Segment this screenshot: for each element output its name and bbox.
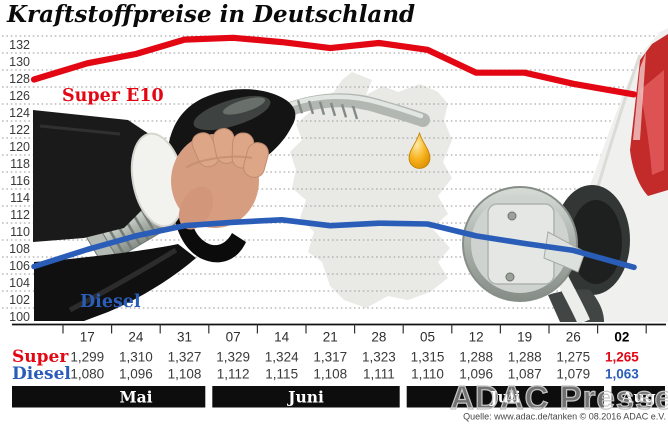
table-value-diesel: 1,096 — [459, 367, 493, 382]
table-value-super: 1,317 — [313, 350, 347, 365]
table-value-super: 1,299 — [70, 350, 104, 365]
table-row-label-super: Super — [12, 347, 69, 367]
table-value-diesel: 1,080 — [70, 367, 104, 382]
x-axis-label: 14 — [274, 330, 290, 345]
y-axis-label: 122 — [9, 123, 30, 137]
table-row-label-diesel: Diesel — [12, 364, 71, 384]
page-title: Kraftstoffpreise in Deutschland — [7, 1, 416, 28]
table-value-super: 1,275 — [556, 350, 590, 365]
x-axis-label: 02 — [614, 330, 629, 345]
x-axis-label: 28 — [371, 330, 386, 345]
table-value-diesel: 1,111 — [363, 367, 395, 382]
y-axis-label: 132 — [9, 38, 30, 52]
watermark: ADAC Presse — [450, 379, 668, 416]
x-axis-label: 07 — [226, 330, 241, 345]
table-value-diesel: 1,079 — [556, 367, 590, 382]
y-axis-label: 116 — [10, 174, 30, 188]
series-line-diesel — [31, 217, 637, 271]
y-axis-label: 114 — [10, 191, 30, 205]
y-axis-label: 106 — [9, 259, 30, 273]
source-note: Quelle: www.adac.de/tanken © 08.2016 ADA… — [463, 412, 666, 422]
series-line-super — [30, 34, 638, 98]
y-axis-label: 102 — [9, 293, 30, 307]
table-value-super: 1,310 — [119, 350, 153, 365]
month-label: Aug — [620, 388, 655, 407]
table-value-super: 1,288 — [508, 350, 542, 365]
table-value-diesel: 1,108 — [313, 367, 347, 382]
table-value-super: 1,265 — [605, 350, 639, 365]
y-axis-label: 100 — [9, 310, 30, 324]
x-axis-label: 05 — [420, 330, 435, 345]
table-value-diesel: 1,115 — [265, 367, 298, 382]
x-axis-label: 19 — [517, 330, 532, 345]
table-value-super: 1,288 — [459, 350, 493, 365]
month-bar-juli — [406, 386, 604, 408]
x-axis-label: 26 — [566, 330, 581, 345]
fuel-drop-icon — [408, 131, 431, 169]
y-axis-label: 118 — [10, 157, 30, 171]
y-axis-label: 112 — [10, 208, 30, 222]
fuel-door-photo — [462, 186, 586, 302]
y-axis-label: 130 — [9, 55, 30, 69]
month-bar-aug — [611, 386, 665, 408]
x-axis-label: 24 — [128, 330, 144, 345]
y-axis-label: 110 — [10, 225, 30, 239]
month-label: Mai — [119, 388, 152, 407]
month-bar-juni — [212, 386, 400, 408]
month-label: Juli — [488, 388, 520, 407]
table-value-super: 1,327 — [168, 350, 202, 365]
x-axis-label: 12 — [469, 330, 484, 345]
month-bar-mai — [12, 386, 206, 408]
y-axis-label: 120 — [9, 140, 30, 154]
hand-holding-fuel-nozzle-photo — [33, 89, 431, 321]
series-label-diesel: Diesel — [80, 292, 141, 312]
y-axis-label: 124 — [9, 106, 30, 120]
table-value-super: 1,324 — [265, 350, 299, 365]
table-value-super: 1,323 — [362, 350, 396, 365]
table-value-diesel: 1,112 — [217, 367, 250, 382]
x-axis-label: 21 — [323, 330, 338, 345]
y-axis-label: 104 — [9, 276, 30, 290]
x-axis-label: 31 — [177, 330, 192, 345]
table-value-super: 1,315 — [411, 350, 445, 365]
table-value-super: 1,329 — [216, 350, 250, 365]
table-value-diesel: 1,108 — [168, 367, 202, 382]
y-axis-label: 128 — [9, 72, 30, 86]
month-label: Juni — [286, 388, 324, 407]
series-label-super: Super E10 — [62, 86, 164, 106]
y-axis-label: 126 — [9, 89, 30, 103]
germany-map-silhouette — [290, 72, 452, 308]
table-value-diesel: 1,063 — [605, 367, 639, 382]
table-value-diesel: 1,087 — [508, 367, 542, 382]
table-value-diesel: 1,110 — [411, 367, 444, 382]
x-axis-label: 17 — [80, 330, 95, 345]
table-value-diesel: 1,096 — [119, 367, 153, 382]
y-axis-label: 108 — [9, 242, 30, 256]
